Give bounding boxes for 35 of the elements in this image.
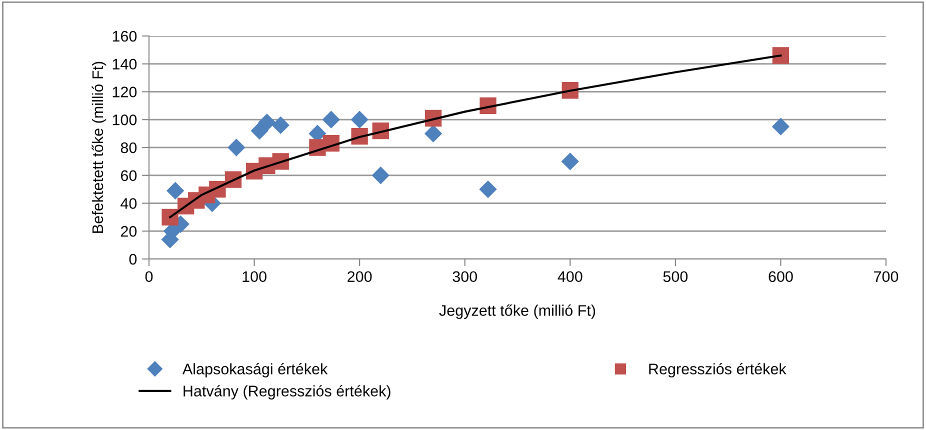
point [272, 116, 290, 134]
y-tick-label: 60 [120, 170, 137, 182]
y-tick-label: 160 [112, 30, 137, 42]
y-tick-label: 20 [120, 226, 137, 237]
y-tick-label: 120 [112, 86, 137, 98]
y-tick-label: 40 [120, 198, 137, 209]
y-axis-title: Befektetett tőke (millió Ft) [92, 62, 106, 233]
x-tick-label: 200 [348, 271, 372, 282]
point [479, 180, 497, 198]
y-tick-label: 100 [112, 114, 137, 126]
point [350, 110, 368, 128]
point [228, 138, 246, 156]
x-tick-label: 700 [874, 271, 898, 282]
point [258, 114, 276, 132]
point [166, 182, 184, 200]
x-tick-label: 400 [558, 271, 582, 282]
x-tick-label: 100 [242, 271, 266, 282]
x-axis-title: Jegyzett tőke (millió Ft) [439, 304, 596, 319]
legend-label: Regressziós értékek [649, 363, 786, 378]
point [424, 124, 442, 142]
point [250, 122, 268, 140]
point [372, 166, 390, 184]
y-tick-label: 80 [120, 142, 137, 154]
y-tick-label: 0 [129, 254, 137, 265]
point [772, 47, 790, 64]
point [322, 110, 340, 128]
point [772, 118, 790, 136]
legend-label: Alapsokasági értékek [182, 363, 328, 378]
y-tick-label: 140 [112, 58, 137, 70]
x-tick-label: 600 [768, 271, 793, 282]
point [561, 152, 579, 170]
legend-label: Hatvány (Regressziós értékek) [184, 385, 390, 400]
x-tick-label: 500 [663, 271, 688, 282]
x-tick-label: 0 [145, 271, 153, 282]
x-tick-label: 300 [452, 271, 478, 282]
